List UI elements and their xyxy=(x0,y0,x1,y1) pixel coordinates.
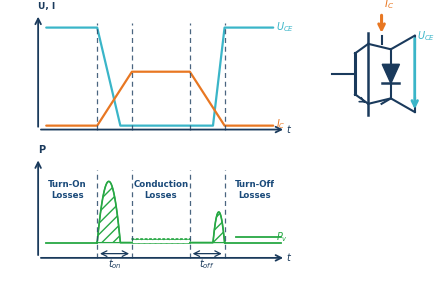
Text: $t_{on}$: $t_{on}$ xyxy=(107,257,121,271)
Text: $U_{CE}$: $U_{CE}$ xyxy=(417,29,434,43)
Text: P: P xyxy=(38,145,45,155)
Text: $t_{off}$: $t_{off}$ xyxy=(199,257,214,271)
Text: Conduction
Losses: Conduction Losses xyxy=(133,180,188,200)
Text: $I_C$: $I_C$ xyxy=(275,117,285,131)
Text: $U_{CE}$: $U_{CE}$ xyxy=(275,21,293,34)
Text: U, I: U, I xyxy=(38,2,55,11)
Text: t: t xyxy=(286,253,290,263)
Text: Turn-On
Losses: Turn-On Losses xyxy=(48,180,86,200)
Text: t: t xyxy=(286,125,290,135)
Text: $I_C$: $I_C$ xyxy=(383,0,393,11)
Text: Turn-Off
Losses: Turn-Off Losses xyxy=(234,180,274,200)
Text: $P_v$: $P_v$ xyxy=(275,231,287,245)
FancyArrowPatch shape xyxy=(358,98,364,102)
Polygon shape xyxy=(381,64,398,83)
